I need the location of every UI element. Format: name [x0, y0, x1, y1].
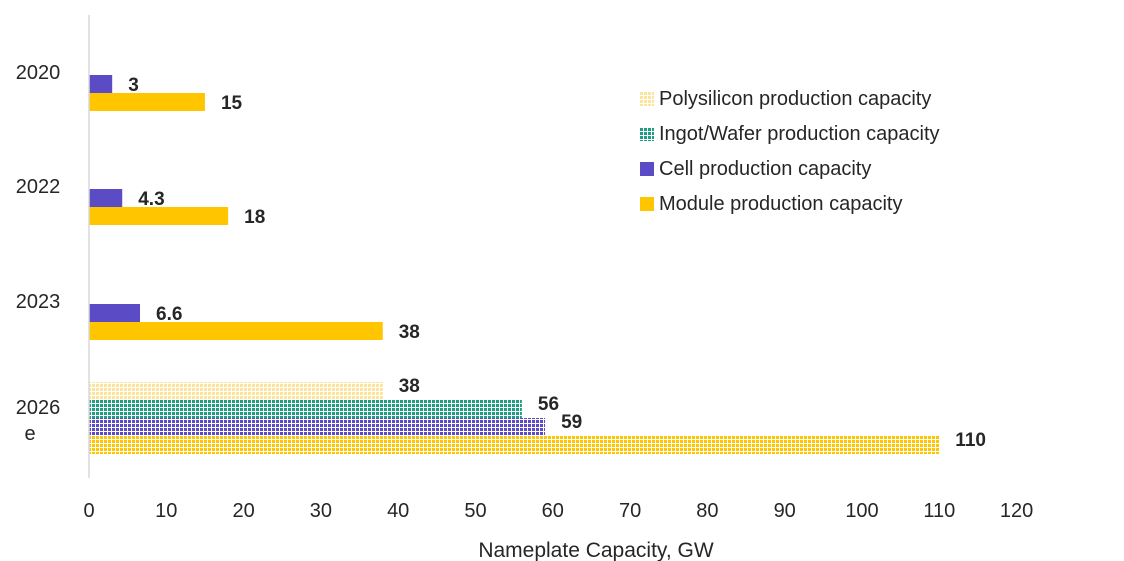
x-tick-110: 110	[923, 500, 955, 522]
category-label-2023: 2023	[16, 291, 61, 313]
legend-swatch-polysilicon-production-capacity	[640, 92, 654, 106]
legend-swatch-module-production-capacity	[640, 197, 654, 211]
x-tick-80: 80	[696, 500, 718, 522]
category-label-2022: 2022	[16, 176, 61, 198]
x-tick-labels: 0 10 20 30 40 50 60 70 80 90 100 110 120	[83, 500, 1033, 522]
bar-module-production-capacity-2020	[89, 93, 205, 111]
category-label-2020: 2020	[16, 62, 61, 84]
data-label-polysilicon-production-capacity-2026e: 38	[399, 376, 420, 397]
legend-label-polysilicon-production-capacity: Polysilicon production capacity	[659, 88, 931, 110]
legend-label-cell-production-capacity: Cell production capacity	[659, 158, 871, 180]
category-label-2026: 2026	[16, 397, 61, 419]
x-tick-120: 120	[1000, 500, 1033, 522]
x-tick-90: 90	[774, 500, 796, 522]
data-label-module-production-capacity-2022: 18	[244, 207, 265, 228]
legend: Polysilicon production capacity Ingot/Waf…	[640, 88, 940, 215]
bar-ingot-wafer-production-capacity-2026e	[89, 400, 522, 418]
bar-cell-production-capacity-2023	[89, 304, 141, 322]
bar-module-production-capacity-2023	[89, 322, 383, 340]
x-tick-10: 10	[155, 500, 177, 522]
legend-swatch-ingot-wafer-production-capacity	[640, 127, 654, 141]
bar-cell-production-capacity-2020	[89, 75, 113, 93]
bar-module-production-capacity-2026e	[89, 436, 940, 454]
bars-group	[89, 75, 940, 454]
x-tick-30: 30	[310, 500, 332, 522]
x-tick-40: 40	[387, 500, 409, 522]
x-tick-60: 60	[542, 500, 564, 522]
data-label-module-production-capacity-2026e: 110	[955, 430, 986, 451]
data-label-module-production-capacity-2023: 38	[399, 322, 420, 343]
data-label-cell-production-capacity-2023: 6.6	[156, 304, 182, 325]
category-label-e: e	[24, 423, 35, 445]
data-label-module-production-capacity-2020: 15	[221, 93, 243, 114]
x-tick-0: 0	[83, 500, 94, 522]
data-label-ingot-wafer-production-capacity-2026e: 56	[538, 394, 559, 415]
bar-polysilicon-production-capacity-2026e	[89, 382, 383, 400]
legend-label-module-production-capacity: Module production capacity	[659, 193, 902, 215]
category-labels: 2020 2022 2023 2026 e	[16, 62, 61, 445]
x-tick-70: 70	[619, 500, 641, 522]
data-label-cell-production-capacity-2022: 4.3	[138, 189, 164, 210]
legend-swatch-cell-production-capacity	[640, 162, 654, 176]
x-tick-100: 100	[845, 500, 878, 522]
bar-module-production-capacity-2022	[89, 207, 229, 225]
x-tick-20: 20	[232, 500, 254, 522]
x-axis-title: Nameplate Capacity, GW	[478, 539, 714, 561]
x-tick-50: 50	[464, 500, 486, 522]
legend-label-ingot-wafer-production-capacity: Ingot/Wafer production capacity	[659, 123, 940, 145]
bar-cell-production-capacity-2022	[89, 189, 123, 207]
bar-cell-production-capacity-2026e	[89, 418, 546, 436]
data-label-cell-production-capacity-2020: 3	[128, 75, 139, 96]
data-label-cell-production-capacity-2026e: 59	[561, 412, 582, 433]
